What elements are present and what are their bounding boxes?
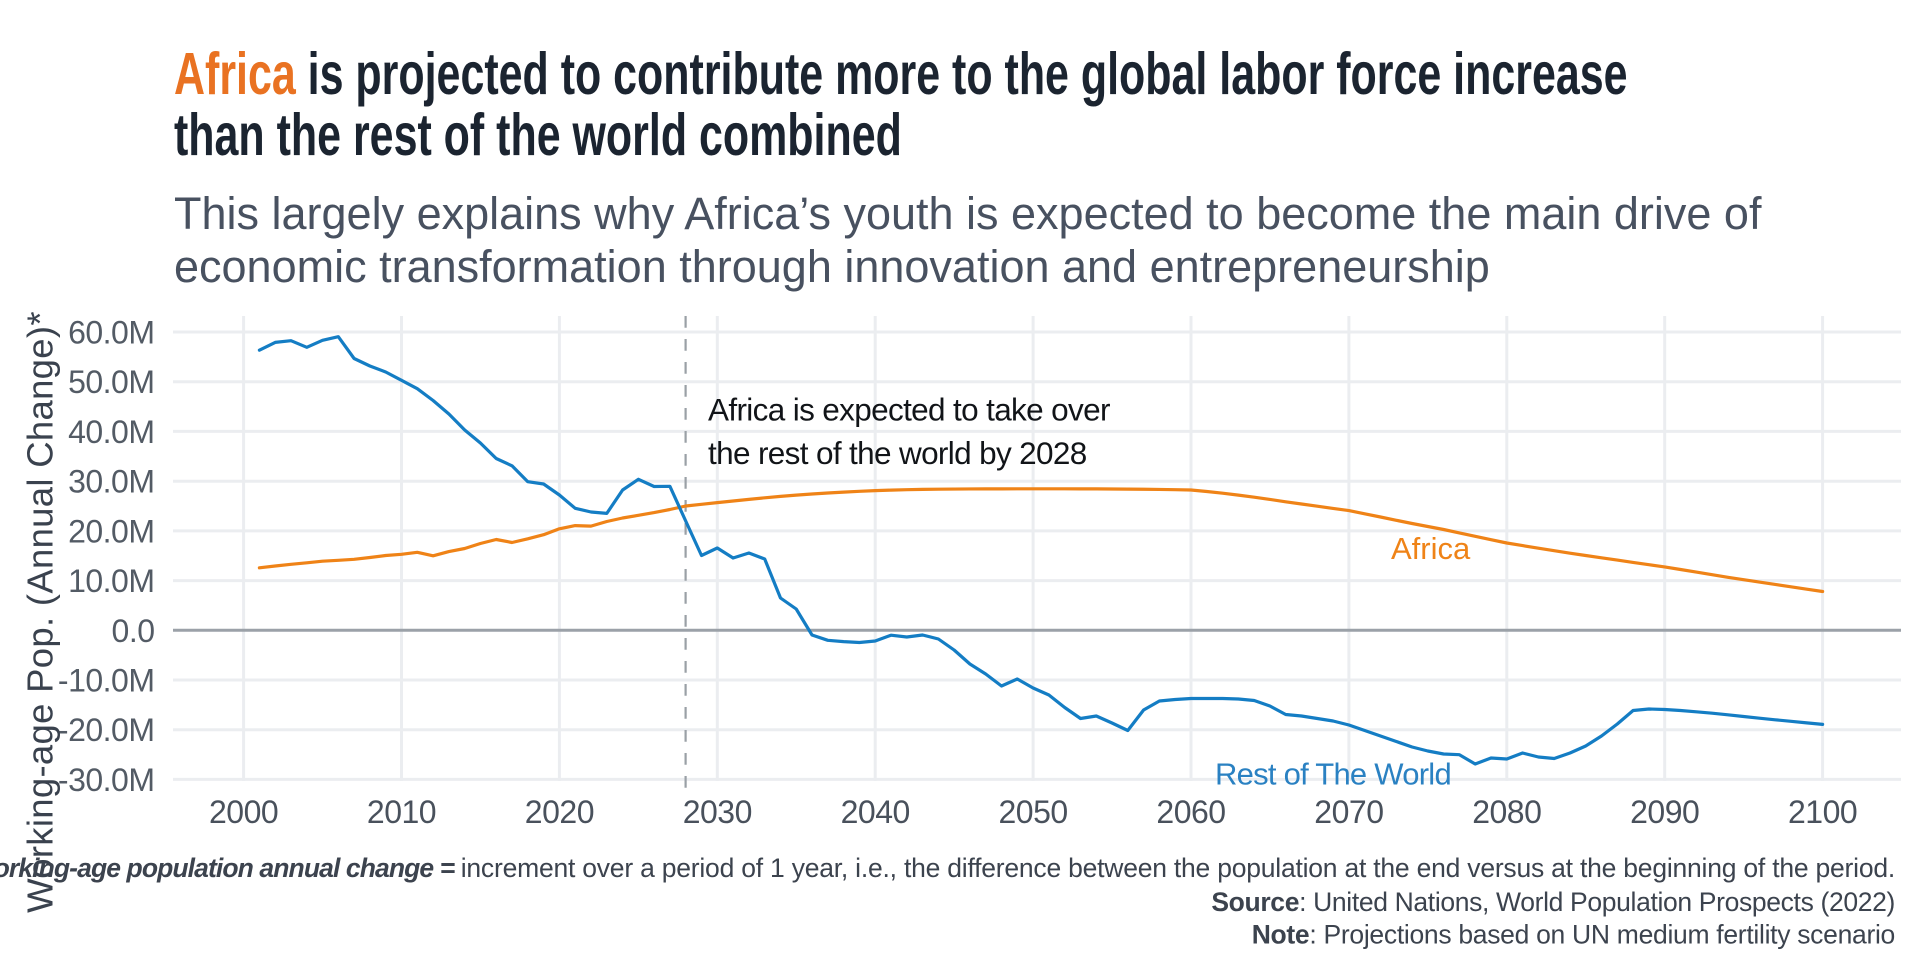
svg-text:-20.0M: -20.0M: [58, 712, 155, 748]
svg-text:2100: 2100: [1788, 794, 1857, 830]
svg-text:the rest of the world by 2028: the rest of the world by 2028: [708, 435, 1087, 471]
svg-text:10.0M: 10.0M: [68, 563, 154, 599]
svg-text:-10.0M: -10.0M: [58, 663, 155, 699]
svg-text:2060: 2060: [1156, 794, 1225, 830]
svg-text:Working-age Pop. (Annual Chang: Working-age Pop. (Annual Change)*: [20, 311, 61, 913]
svg-text:2090: 2090: [1630, 794, 1699, 830]
svg-text:30.0M: 30.0M: [68, 464, 154, 500]
svg-text:Note: Projections based on UN: Note: Projections based on UN medium fer…: [1252, 920, 1895, 950]
svg-text:Africa: Africa: [1391, 531, 1471, 566]
svg-text:20.0M: 20.0M: [68, 513, 154, 549]
svg-text:2000: 2000: [209, 794, 278, 830]
svg-text:2010: 2010: [367, 794, 436, 830]
svg-text:2020: 2020: [525, 794, 594, 830]
svg-text:50.0M: 50.0M: [68, 364, 154, 400]
svg-text:Working-age population annual: Working-age population annual change = i…: [0, 853, 1895, 883]
svg-text:2050: 2050: [999, 794, 1068, 830]
svg-text:60.0M: 60.0M: [68, 315, 154, 351]
svg-text:2070: 2070: [1314, 794, 1383, 830]
svg-text:40.0M: 40.0M: [68, 414, 154, 450]
svg-text:Source: United Nations, World: Source: United Nations, World Population…: [1211, 887, 1895, 917]
svg-text:Africa is expected to take ove: Africa is expected to take over: [708, 392, 1110, 428]
svg-text:-30.0M: -30.0M: [58, 762, 155, 798]
svg-text:2080: 2080: [1472, 794, 1541, 830]
svg-text:Rest of The World: Rest of The World: [1215, 757, 1451, 792]
svg-text:2030: 2030: [683, 794, 752, 830]
svg-text:0.0: 0.0: [112, 613, 155, 649]
svg-text:2040: 2040: [841, 794, 910, 830]
